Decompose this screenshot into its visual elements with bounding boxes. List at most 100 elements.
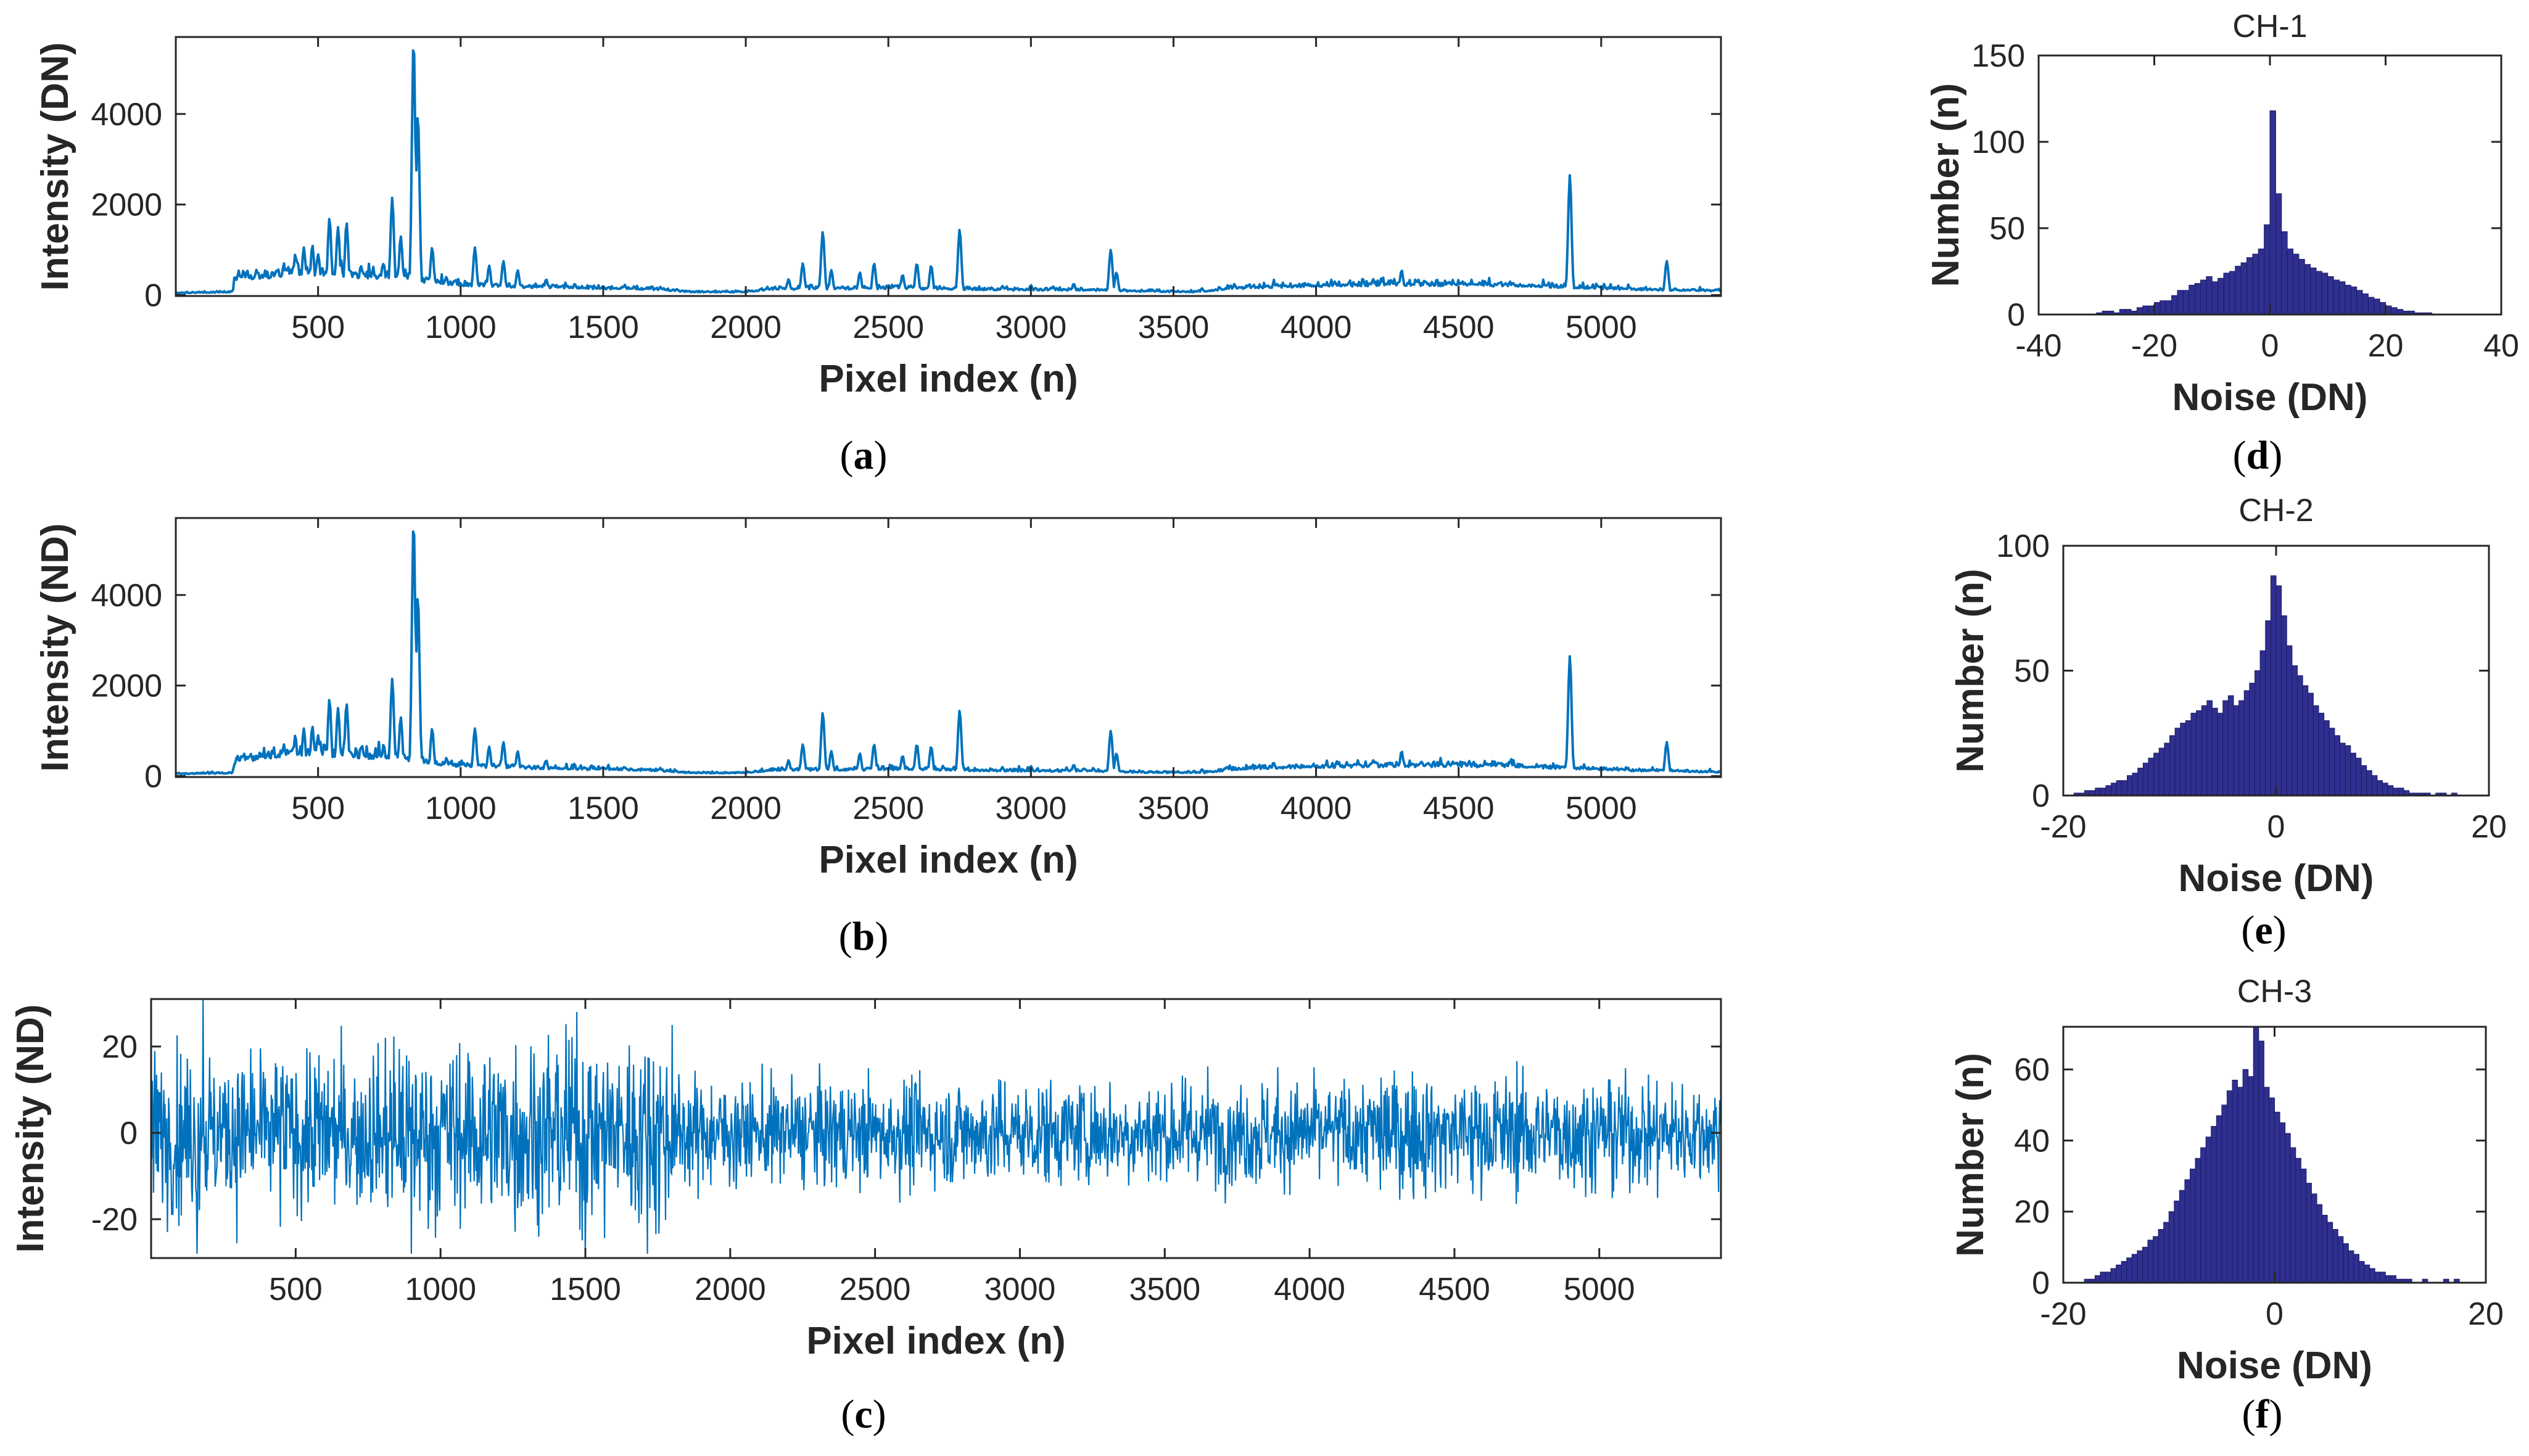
histogram-bar [2137,767,2143,796]
histogram-bar [2216,1115,2222,1283]
y-tick-label: 0 [144,278,162,314]
histogram-bar [2366,770,2372,796]
histogram-bar [2306,1183,2312,1283]
histogram-bar [2356,290,2363,315]
histogram-bar [2158,747,2165,796]
histogram-bar [2321,273,2329,315]
series-line [176,49,1721,295]
histogram-bar [2359,1261,2365,1283]
histogram-bar [2322,1214,2328,1283]
x-tick-label: 20 [2368,328,2404,364]
histogram-bar [2179,1190,2185,1283]
histogram-bar [2312,705,2319,796]
panel-caption: (e) [2241,908,2286,953]
histogram-bar [2136,307,2143,315]
x-tick-label: 2500 [852,791,924,826]
x-axis-label: Pixel index (n) [819,839,1078,881]
histogram-bar [2374,298,2380,315]
histogram-bar [2182,290,2190,315]
histogram-bar [2196,710,2202,796]
histogram-bar [2274,1111,2280,1283]
x-tick-label: 2500 [840,1272,911,1307]
histogram-bar [2269,1097,2275,1283]
histogram-bar [2345,284,2351,315]
histogram-bar [2142,1246,2148,1283]
plot-frame [175,517,1722,778]
histogram-bar [2265,620,2271,796]
histogram-bar [2308,693,2314,796]
histogram-bar [2235,266,2242,315]
histogram-bar [2382,783,2388,796]
histogram-bar [2218,278,2224,315]
x-tick-label: 4000 [1274,1272,1345,1307]
chart-title: CH-3 [2237,974,2312,1010]
histogram-bar [2226,1090,2233,1283]
histogram-bar [2350,286,2358,315]
histogram-bar [2369,1268,2375,1283]
histogram-bar [2200,1147,2206,1283]
y-tick-label: 50 [1989,211,2025,247]
histogram-bar [2340,742,2346,796]
y-tick-label: 2000 [91,187,162,223]
histogram-bar [2147,1240,2154,1283]
histogram-bar [2190,712,2197,796]
histogram-bar [2110,1268,2117,1283]
y-tick-label: 20 [102,1029,138,1065]
histogram-bar [2285,1133,2291,1283]
histogram-bar [2243,690,2250,796]
x-tick-label: 0 [2267,809,2285,845]
x-tick-label: 5000 [1566,310,1637,345]
histogram-bar [2171,295,2178,315]
histogram-bar [2374,1272,2381,1283]
histogram-bar [2343,1243,2349,1283]
histogram-bar [2316,1204,2323,1283]
y-tick-label: 100 [1971,125,2025,160]
histogram-bar [2339,281,2346,315]
histogram-bar [2279,1122,2286,1283]
histogram-bar [2248,1076,2254,1283]
series-line [151,999,1721,1258]
x-axis-label: Noise (DN) [2172,376,2368,419]
histogram-bar [2246,257,2253,315]
histogram-bar [2126,1257,2132,1283]
histogram-bar [2361,765,2367,796]
x-tick-label: 3000 [995,310,1066,345]
x-tick-label: 4000 [1281,310,1352,345]
y-tick-label: 4000 [91,578,162,614]
histogram-bar [2153,1236,2159,1283]
panel-caption: (b) [839,914,889,959]
x-tick-label: 2500 [852,310,924,345]
x-tick-label: 0 [2261,328,2279,364]
histogram-bar [2270,575,2277,796]
histogram-bar [2345,745,2351,796]
histogram-bar [2298,258,2305,315]
x-axis-label: Pixel index (n) [806,1320,1065,1362]
panel-caption: (f) [2242,1392,2283,1437]
histogram-bar [2217,712,2224,796]
histogram-bar [2190,1169,2196,1283]
histogram-bar [2211,281,2219,315]
histogram-bar [2377,780,2383,796]
histogram-bar [2385,1275,2391,1283]
histogram-bar [2168,1211,2175,1283]
x-tick-label: 4500 [1423,791,1495,826]
histogram-bar [2232,1079,2238,1283]
histogram-bar [2189,284,2195,315]
x-tick-label: 1500 [567,791,639,826]
histogram-bar [2255,670,2261,796]
histogram-bar [2362,293,2369,315]
histogram-bar [2184,1179,2190,1283]
x-tick-label: 500 [269,1272,323,1307]
panel-caption: (a) [840,433,888,478]
histogram-bar [2148,757,2155,796]
histogram-bar [2240,262,2248,315]
y-axis-label: Intensity (DN) [34,43,76,291]
histogram-bar [2252,253,2259,315]
x-tick-label: 4000 [1281,791,1352,826]
y-tick-label: 0 [144,759,162,795]
histogram-bar [2350,752,2356,796]
histogram-bar [2127,775,2133,796]
histogram-bar [2227,695,2234,796]
histogram-bar [2286,645,2293,796]
